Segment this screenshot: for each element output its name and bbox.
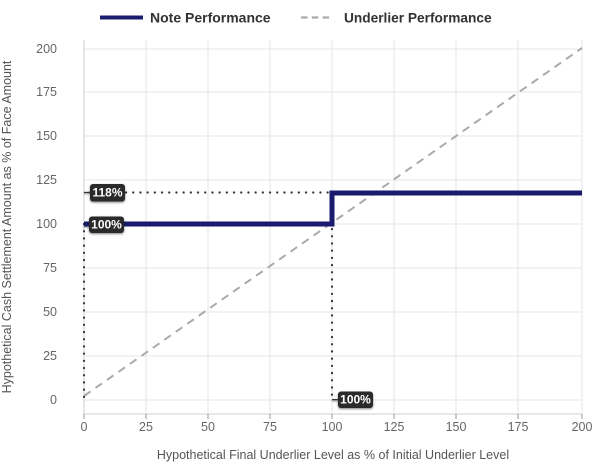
svg-text:0: 0	[50, 393, 57, 407]
svg-text:Hypothetical Cash Settlement A: Hypothetical Cash Settlement Amount as %…	[0, 60, 14, 393]
svg-text:175: 175	[508, 420, 529, 434]
svg-text:125: 125	[384, 420, 405, 434]
svg-text:200: 200	[36, 42, 57, 56]
svg-text:125: 125	[36, 173, 57, 187]
svg-text:25: 25	[43, 349, 57, 363]
svg-text:Hypothetical Final Underlier L: Hypothetical Final Underlier Level as % …	[157, 448, 509, 462]
svg-text:100: 100	[36, 217, 57, 231]
svg-text:0: 0	[81, 420, 88, 434]
svg-text:118%: 118%	[92, 186, 122, 200]
svg-text:175: 175	[36, 85, 57, 99]
svg-text:25: 25	[139, 420, 153, 434]
svg-text:100%: 100%	[340, 393, 371, 407]
svg-text:50: 50	[43, 305, 57, 319]
svg-text:150: 150	[446, 420, 467, 434]
svg-text:Underlier Performance: Underlier Performance	[344, 11, 492, 26]
svg-text:150: 150	[36, 129, 57, 143]
svg-text:200: 200	[572, 420, 593, 434]
svg-text:75: 75	[43, 261, 57, 275]
svg-text:Note Performance: Note Performance	[150, 10, 271, 26]
svg-text:100: 100	[322, 420, 343, 434]
svg-text:50: 50	[201, 420, 215, 434]
svg-text:75: 75	[263, 420, 277, 434]
svg-text:100%: 100%	[91, 218, 122, 232]
